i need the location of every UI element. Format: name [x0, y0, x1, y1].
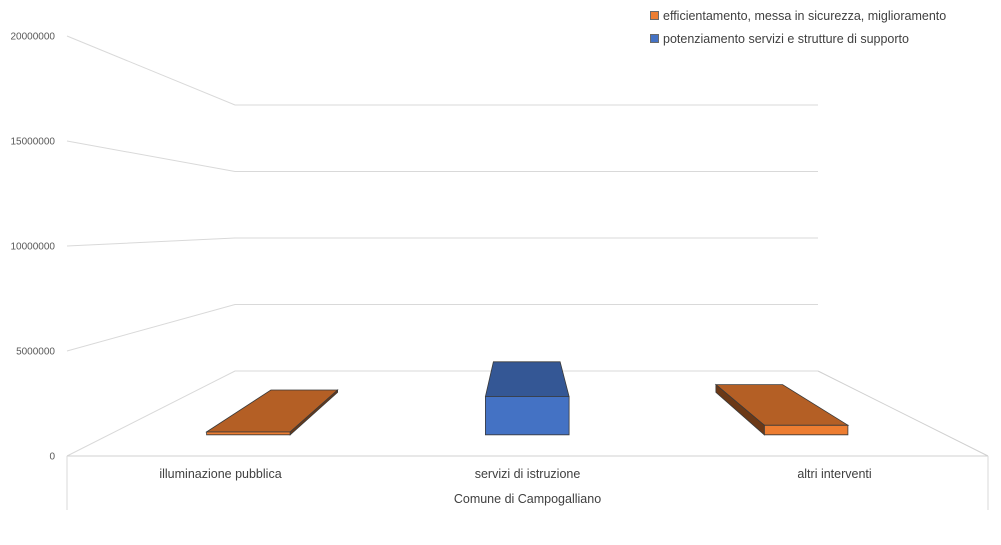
bar-top — [205, 389, 339, 433]
x-axis-title: Comune di Campogalliano — [454, 492, 601, 506]
gridline — [66, 370, 818, 457]
bar-front — [206, 431, 291, 436]
gridline — [66, 237, 818, 247]
legend-label-series-0: efficientamento, messa in sicurezza, mig… — [663, 8, 947, 23]
gridline — [66, 35, 818, 106]
x-tick-label: altri interventi — [797, 467, 871, 481]
legend-item-series-1: potenziamento servizi e strutture di sup… — [650, 27, 946, 50]
x-tick-label: illuminazione pubblica — [159, 467, 281, 481]
bar-top — [484, 361, 570, 398]
chart-legend: efficientamento, messa in sicurezza, mig… — [650, 4, 946, 50]
legend-item-series-0: efficientamento, messa in sicurezza, mig… — [650, 4, 946, 27]
bar-front — [763, 424, 849, 436]
legend-swatch-series-1 — [650, 34, 659, 43]
gridline — [66, 304, 818, 352]
x-tick-label: servizi di istruzione — [475, 467, 581, 481]
legend-label-series-1: potenziamento servizi e strutture di sup… — [663, 31, 909, 46]
bar-side — [289, 389, 339, 436]
bar-side — [715, 383, 765, 436]
legend-swatch-series-0 — [650, 11, 659, 20]
y-tick-label: 10000000 — [11, 242, 56, 253]
gridline — [66, 140, 818, 172]
y-tick-label: 20000000 — [11, 32, 56, 43]
y-tick-label: 15000000 — [11, 137, 56, 148]
y-tick-label: 0 — [49, 452, 55, 463]
floor-edge — [817, 370, 989, 457]
bar-front — [484, 396, 570, 436]
y-tick-label: 5000000 — [16, 347, 55, 358]
